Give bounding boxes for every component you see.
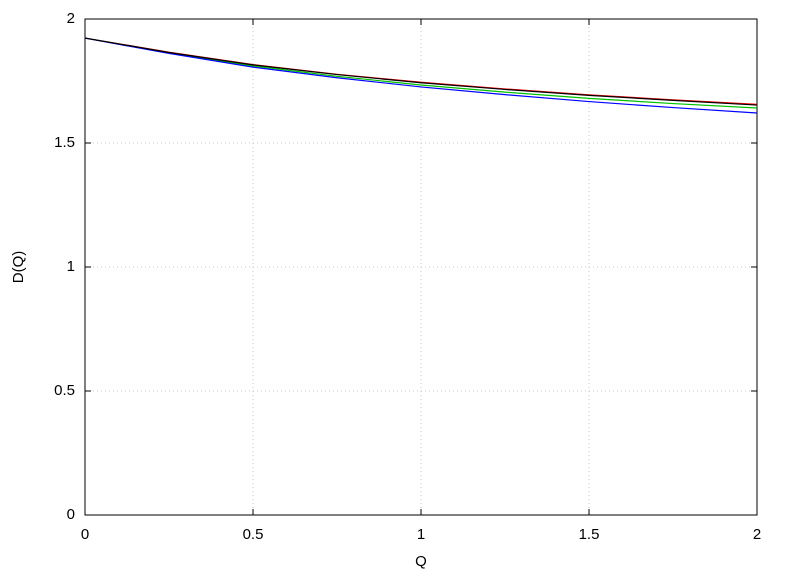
y-axis-label: D(Q) xyxy=(10,251,27,284)
data-line xyxy=(84,37,758,109)
x-tick-label: 0.5 xyxy=(243,526,264,543)
x-tick-label: 2 xyxy=(753,526,761,543)
data-line xyxy=(84,37,758,114)
y-tick-label: 0 xyxy=(67,506,75,523)
y-tick-label: 2 xyxy=(67,10,75,27)
x-tick-label: 1.5 xyxy=(579,526,600,543)
y-tick-label: 1.5 xyxy=(54,134,75,151)
x-axis-label: Q xyxy=(415,553,427,570)
data-line xyxy=(84,37,758,106)
x-tick-label: 1 xyxy=(417,526,425,543)
y-tick-label: 0.5 xyxy=(54,382,75,399)
y-tick-label: 1 xyxy=(67,258,75,275)
x-tick-label: 0 xyxy=(81,526,89,543)
